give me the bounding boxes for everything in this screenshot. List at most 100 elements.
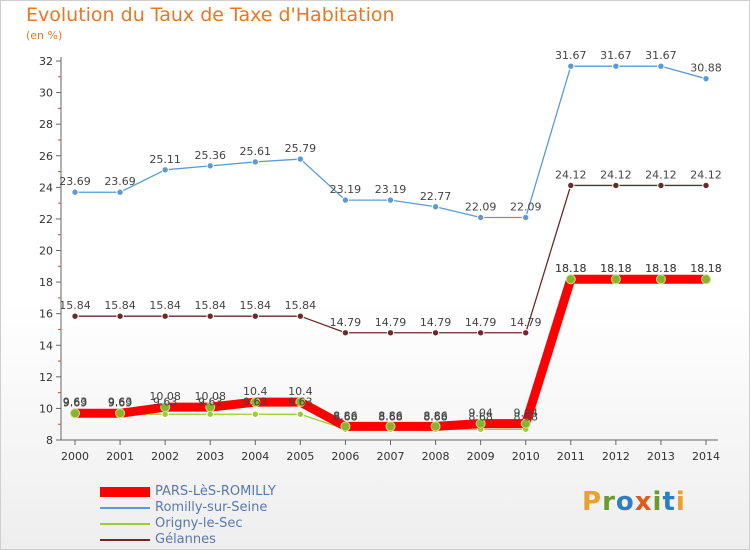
data-label: 15.84 <box>104 299 136 312</box>
data-point <box>386 329 395 337</box>
data-label: 15.84 <box>240 299 272 312</box>
data-label: 15.84 <box>285 299 317 312</box>
data-label: 15.84 <box>59 299 91 312</box>
data-label: 10.4 <box>243 385 268 398</box>
data-point <box>567 62 575 70</box>
x-tick-label: 2011 <box>557 450 585 463</box>
line-chart: 8 10 12 14 16 18 20 22 24 26 28 30 32 2000 2001 2002 200… <box>39 49 722 463</box>
legend-item-romilly: Romilly-sur-Seine <box>100 500 360 516</box>
data-label: 15.84 <box>149 299 181 312</box>
data-label: 9.69 <box>108 396 133 409</box>
legend-swatch-romilly <box>100 507 150 509</box>
data-point <box>702 74 710 83</box>
x-tick-label: 2004 <box>241 450 269 463</box>
logo-letter: t <box>662 487 676 517</box>
data-label: 9.63 <box>63 395 88 408</box>
data-label: 14.79 <box>375 316 407 329</box>
data-label: 9.04 <box>513 407 538 420</box>
legend: PARS-LèS-ROMILLY Romilly-sur-Seine Orign… <box>100 484 360 548</box>
y-tick-label: 28 <box>39 118 53 131</box>
data-point <box>657 181 665 190</box>
y-tick-label: 18 <box>39 276 53 289</box>
data-label: 8.86 <box>378 409 403 422</box>
y-tick-label: 22 <box>39 213 53 226</box>
y-tick-label: 26 <box>39 150 53 163</box>
x-tick-label: 2006 <box>331 450 359 463</box>
legend-item-pars: PARS-LèS-ROMILLY <box>100 484 360 500</box>
data-point <box>296 155 305 163</box>
logo-letter: P <box>582 487 603 517</box>
data-label: 8.68 <box>513 410 538 423</box>
data-label: 24.12 <box>690 168 722 181</box>
data-label: 8.68 <box>333 410 358 423</box>
data-label: 9.63 <box>243 395 268 408</box>
data-point <box>116 312 124 320</box>
data-point <box>522 329 530 337</box>
data-label: 18.18 <box>600 262 632 275</box>
x-tick-label: 2014 <box>692 450 720 463</box>
data-point <box>476 213 485 222</box>
data-label: 8.68 <box>468 410 493 423</box>
data-point <box>612 62 620 70</box>
data-point <box>341 329 350 337</box>
data-label: 9.63 <box>198 395 223 408</box>
legend-label-origny: Origny-le-Sec <box>155 516 243 531</box>
data-label: 31.67 <box>555 49 587 62</box>
data-label: 22.09 <box>465 200 497 213</box>
data-label: 24.12 <box>555 168 587 181</box>
x-tick-label: 2013 <box>647 450 675 463</box>
data-point <box>475 418 486 429</box>
proxiti-logo: Proxiti <box>582 487 686 517</box>
y-tick-label: 8 <box>46 434 53 447</box>
legend-item-gelannes: Gélannes <box>100 532 360 548</box>
data-label: 14.79 <box>465 316 497 329</box>
x-tick-label: 2010 <box>512 450 540 463</box>
x-tick-label: 2000 <box>61 450 89 463</box>
data-label: 23.69 <box>104 175 136 188</box>
x-tick-label: 2001 <box>106 450 134 463</box>
data-label: 10.08 <box>194 390 226 403</box>
data-label: 24.12 <box>645 168 677 181</box>
data-point <box>206 312 214 320</box>
logo-letter: i <box>675 487 686 517</box>
data-point <box>251 410 259 418</box>
data-point <box>701 274 711 285</box>
data-label: 10.4 <box>288 385 313 398</box>
logo-letter: o <box>615 487 635 517</box>
data-point <box>386 196 395 204</box>
data-label: 30.88 <box>690 62 722 75</box>
chart-subtitle: (en %) <box>26 29 63 42</box>
data-label: 18.18 <box>555 262 587 275</box>
x-tick-label: 2008 <box>422 450 450 463</box>
data-point <box>296 410 305 418</box>
data-label: 14.79 <box>420 316 452 329</box>
logo-letter: x <box>634 487 653 517</box>
data-label: 8.68 <box>423 410 448 423</box>
data-label: 18.18 <box>690 262 722 275</box>
data-label: 22.09 <box>510 200 542 213</box>
data-point <box>431 203 440 211</box>
data-point <box>251 158 259 166</box>
data-point <box>655 274 666 285</box>
data-point <box>295 397 306 408</box>
data-label: 9.04 <box>468 407 493 420</box>
y-tick-label: 14 <box>39 339 53 352</box>
legend-swatch-gelannes <box>100 539 150 541</box>
data-point <box>205 402 216 413</box>
data-point <box>612 181 620 190</box>
data-point <box>385 421 396 432</box>
legend-item-origny: Origny-le-Sec <box>100 516 360 532</box>
y-tick-label: 32 <box>39 55 53 68</box>
data-point <box>657 62 665 70</box>
y-tick-label: 20 <box>39 245 53 258</box>
y-tick-label: 10 <box>39 402 53 415</box>
legend-swatch-origny <box>100 523 150 525</box>
x-tick-label: 2003 <box>196 450 224 463</box>
x-tick-label: 2002 <box>151 450 179 463</box>
chart-title: Evolution du Taux de Taxe d'Habitation <box>26 4 395 26</box>
data-label: 18.18 <box>555 262 587 275</box>
data-point <box>161 312 169 320</box>
data-point <box>476 329 485 337</box>
data-label: 8.68 <box>378 410 403 423</box>
data-label: 8.86 <box>423 409 448 422</box>
